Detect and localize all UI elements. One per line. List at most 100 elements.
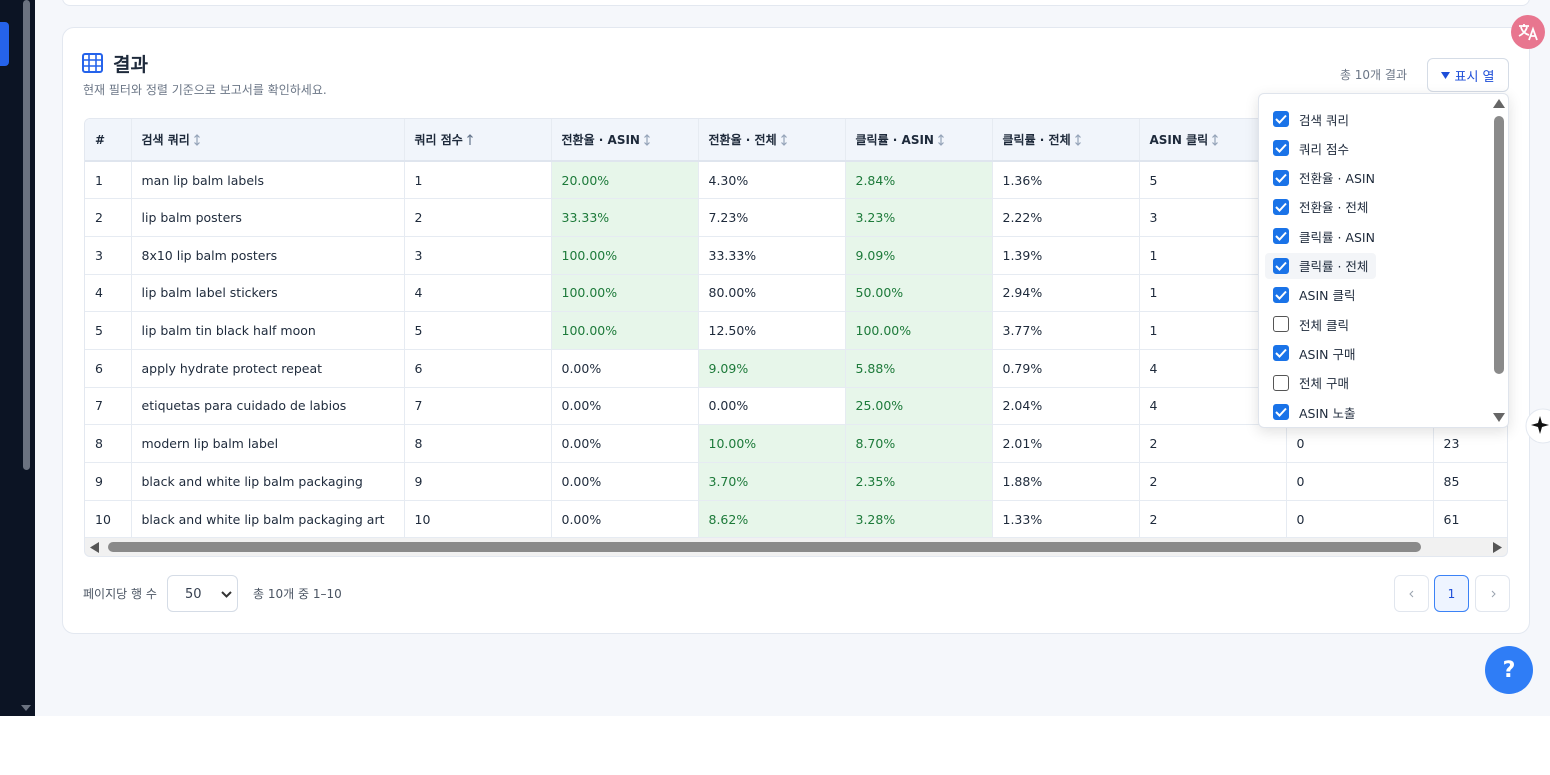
column-option[interactable]: ASIN 노출 xyxy=(1265,399,1364,425)
checkbox[interactable] xyxy=(1273,228,1289,245)
table-cell: 8 xyxy=(404,424,552,463)
ai-assist-icon[interactable] xyxy=(1523,408,1550,444)
column-header[interactable]: 전환율 · 전체 xyxy=(698,119,846,162)
column-option-label: ASIN 노출 xyxy=(1299,405,1356,421)
table-cell: 7 xyxy=(404,387,552,426)
menu-scroll-thumb[interactable] xyxy=(1494,116,1504,374)
table-cell: 9.09% xyxy=(698,349,846,388)
table-cell: lip balm label stickers xyxy=(131,274,405,313)
check-mark xyxy=(1275,114,1287,124)
column-option-label: 전환율 · ASIN xyxy=(1299,171,1375,187)
column-header[interactable]: # xyxy=(85,119,132,162)
columns-button[interactable]: 표시 열 xyxy=(1427,58,1509,92)
page-button[interactable]: 1 xyxy=(1434,575,1469,612)
table-cell: 3.28% xyxy=(845,500,993,538)
table-cell: modern lip balm label xyxy=(131,424,405,463)
column-option-label: 검색 쿼리 xyxy=(1299,112,1349,128)
checkbox[interactable] xyxy=(1273,140,1289,157)
table-row: 10 black and white lip balm packaging art… xyxy=(85,500,1507,538)
column-option[interactable]: 전체 클릭 xyxy=(1265,311,1357,337)
table-cell: 1.33% xyxy=(992,500,1140,538)
horizontal-scrollbar[interactable] xyxy=(84,538,1508,557)
range-text: 총 10개 중 1–10 xyxy=(253,587,342,601)
checkbox[interactable] xyxy=(1273,404,1289,420)
table-cell: 7.23% xyxy=(698,198,846,237)
sidebar xyxy=(0,0,35,716)
table-cell: 2 xyxy=(1139,462,1287,501)
columns-button-label: 표시 열 xyxy=(1454,69,1495,85)
sort-icon[interactable] xyxy=(1074,134,1082,146)
table-cell: 10 xyxy=(404,500,552,538)
column-option[interactable]: 쿼리 점수 xyxy=(1265,135,1357,161)
results-title: 결과 xyxy=(113,54,148,76)
sort-icon[interactable] xyxy=(937,134,945,146)
results-subtitle: 현재 필터와 정렬 기준으로 보고서를 확인하세요. xyxy=(83,83,327,97)
table-cell: lip balm posters xyxy=(131,198,405,237)
column-option-label: 쿼리 점수 xyxy=(1299,141,1349,157)
total-count: 총 10개 결과 xyxy=(1339,68,1407,82)
next-icon xyxy=(1491,590,1496,597)
table-cell: 3.77% xyxy=(992,311,1140,350)
column-option[interactable]: ASIN 클릭 xyxy=(1265,282,1364,308)
scroll-left[interactable] xyxy=(90,542,99,553)
checkbox[interactable] xyxy=(1273,345,1289,362)
table-cell: 2 xyxy=(1139,424,1287,463)
column-option-label: 전환율 · 전체 xyxy=(1299,200,1369,216)
column-option[interactable]: 전체 구매 xyxy=(1265,370,1357,396)
column-option[interactable]: 클릭률 · ASIN xyxy=(1265,223,1383,249)
checkbox[interactable] xyxy=(1273,286,1289,303)
next-page[interactable] xyxy=(1475,575,1510,612)
help-button[interactable]: ? xyxy=(1485,646,1533,694)
menu-scroll-down[interactable] xyxy=(1493,413,1505,422)
sort-icon[interactable] xyxy=(780,134,788,146)
column-option[interactable]: ASIN 구매 xyxy=(1265,340,1364,366)
sort-icon[interactable] xyxy=(466,134,474,146)
column-option-label: 전체 클릭 xyxy=(1299,317,1349,333)
checkbox[interactable] xyxy=(1273,169,1289,186)
column-header[interactable]: 클릭률 · 전체 xyxy=(992,119,1140,162)
column-header[interactable]: 쿼리 점수 xyxy=(404,119,552,162)
column-header[interactable]: 검색 쿼리 xyxy=(131,119,405,162)
table-cell: 61 xyxy=(1433,500,1507,538)
column-option[interactable]: 전환율 · ASIN xyxy=(1265,165,1383,191)
sort-icon[interactable] xyxy=(193,134,201,146)
table-cell: 2 xyxy=(404,198,552,237)
table-cell: 2.35% xyxy=(845,462,993,501)
column-option[interactable]: 전환율 · 전체 xyxy=(1265,194,1376,220)
scroll-thumb[interactable] xyxy=(108,542,1421,552)
rows-per-page-label: 페이지당 행 수 xyxy=(83,587,157,601)
checkbox[interactable] xyxy=(1273,111,1289,127)
table-cell: 2.94% xyxy=(992,274,1140,313)
table-cell: 0.00% xyxy=(698,387,846,426)
column-option[interactable]: 클릭률 · 전체 xyxy=(1265,252,1377,279)
translate-icon[interactable] xyxy=(1510,14,1546,50)
rows-per-page-select[interactable]: 50 xyxy=(167,575,238,612)
prev-page[interactable] xyxy=(1394,575,1429,612)
table-cell: 2 xyxy=(85,198,132,237)
checkbox[interactable] xyxy=(1273,198,1289,215)
column-header[interactable]: 클릭률 · ASIN xyxy=(845,119,993,162)
table-cell: 12.50% xyxy=(698,311,846,350)
checkbox[interactable] xyxy=(1273,316,1289,333)
column-option[interactable]: 검색 쿼리 xyxy=(1265,106,1357,132)
sort-icon[interactable] xyxy=(643,134,651,146)
menu-scroll-up[interactable] xyxy=(1493,99,1505,108)
scroll-arrow xyxy=(21,705,31,711)
table-cell: 25.00% xyxy=(845,387,993,426)
column-header-label: 클릭률 · 전체 xyxy=(1002,133,1071,147)
checkbox[interactable] xyxy=(1273,257,1289,274)
column-header[interactable]: 전환율 · ASIN xyxy=(551,119,699,162)
table-cell: black and white lip balm packaging xyxy=(131,462,405,501)
scroll-right[interactable] xyxy=(1493,542,1502,553)
checkbox[interactable] xyxy=(1273,374,1289,391)
table-cell: 5.88% xyxy=(845,349,993,388)
table-cell: 0 xyxy=(1286,424,1434,463)
table-cell: 0 xyxy=(1286,500,1434,538)
sort-icon[interactable] xyxy=(1211,134,1219,146)
table-cell: 100.00% xyxy=(845,311,993,350)
table-cell: 0.79% xyxy=(992,349,1140,388)
table-cell: 1.36% xyxy=(992,161,1140,200)
table-cell: 8.62% xyxy=(698,500,846,538)
